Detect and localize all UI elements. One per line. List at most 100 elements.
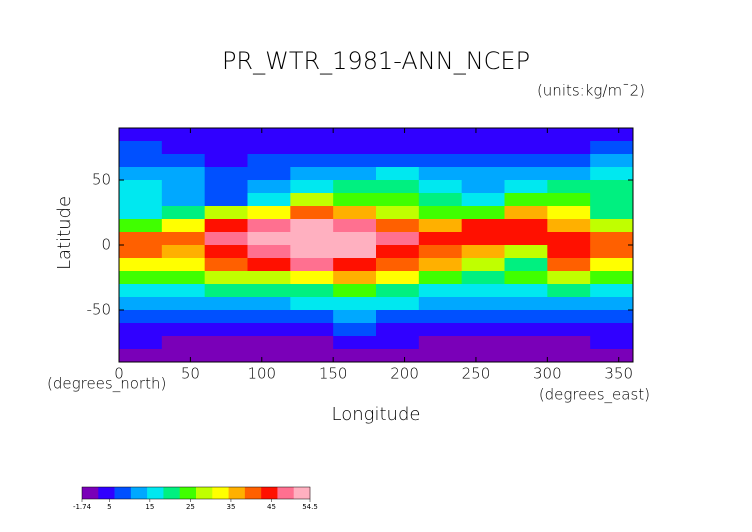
cell [376,232,420,246]
cell [290,193,334,207]
cell [590,193,634,207]
cell [247,154,291,168]
cell [204,167,248,181]
cell [161,180,206,194]
cell [418,206,463,220]
cell [290,297,334,311]
cell [590,258,634,272]
cell [204,180,248,194]
cell [247,232,291,246]
cell [204,219,248,233]
cell [333,232,377,246]
cell [204,141,248,155]
cell [161,128,206,142]
colorbar-tick-label: 45 [267,503,276,511]
cell [590,167,634,181]
cell [547,141,591,155]
cell [418,310,463,324]
cell [247,193,291,207]
cell [461,206,505,220]
cell [376,336,420,350]
cell [547,128,591,142]
cell [590,323,634,337]
cell [590,219,634,233]
colorbar-swatch [147,487,164,499]
cell [204,128,248,142]
cell [333,310,377,324]
colorbar-tick-label: 15 [145,503,154,511]
cell [418,128,463,142]
cell [290,141,334,155]
cell [333,284,377,298]
cell [376,154,420,168]
cell [504,323,548,337]
cell [161,323,206,337]
cell [376,310,420,324]
cell [204,349,248,363]
cell [333,167,377,181]
cell [504,245,548,259]
cell [333,219,377,233]
y-axis-label: Latitude [54,196,75,270]
cell [547,206,591,220]
cell [204,271,248,285]
cell [333,128,377,142]
cell [376,349,420,363]
cell [290,323,334,337]
cell [119,284,163,298]
x-axis-label: Longitude [332,404,421,425]
cell [547,167,591,181]
cell [161,284,206,298]
cell [547,336,591,350]
colorbar-tick-label: 25 [186,503,195,511]
cell [376,245,420,259]
colorbar-tick-label: 5 [107,503,111,511]
cell [590,297,634,311]
x-units: (degrees_east) [539,386,650,404]
cell [461,297,505,311]
cell [161,310,206,324]
cell [204,206,248,220]
cell [119,297,163,311]
cell [376,297,420,311]
cell [547,349,591,363]
cell [547,180,591,194]
cell [290,258,334,272]
cell [333,336,377,350]
cell [161,141,206,155]
cell [504,141,548,155]
cell [418,193,463,207]
cell [376,323,420,337]
cell [119,206,163,220]
cell [504,232,548,246]
cell [290,271,334,285]
cell [247,245,291,259]
cell [418,232,463,246]
cell [547,232,591,246]
cell [204,232,248,246]
cell [161,297,206,311]
cell [290,284,334,298]
cell [119,219,163,233]
cell [161,154,206,168]
cell [376,258,420,272]
colorbar-swatch [179,487,197,499]
cell [547,271,591,285]
cell [290,245,334,259]
cell [504,219,548,233]
cell [247,284,291,298]
y-units: (degrees_north) [47,375,166,393]
cell [376,128,420,142]
cell [461,141,505,155]
cell [333,193,377,207]
cell [590,154,634,168]
colorbar-frame [81,486,311,500]
cell [333,349,377,363]
cell [376,219,420,233]
cell [418,349,463,363]
cell [290,180,334,194]
cell [504,154,548,168]
cell [204,310,248,324]
cell [461,154,505,168]
cell [247,167,291,181]
